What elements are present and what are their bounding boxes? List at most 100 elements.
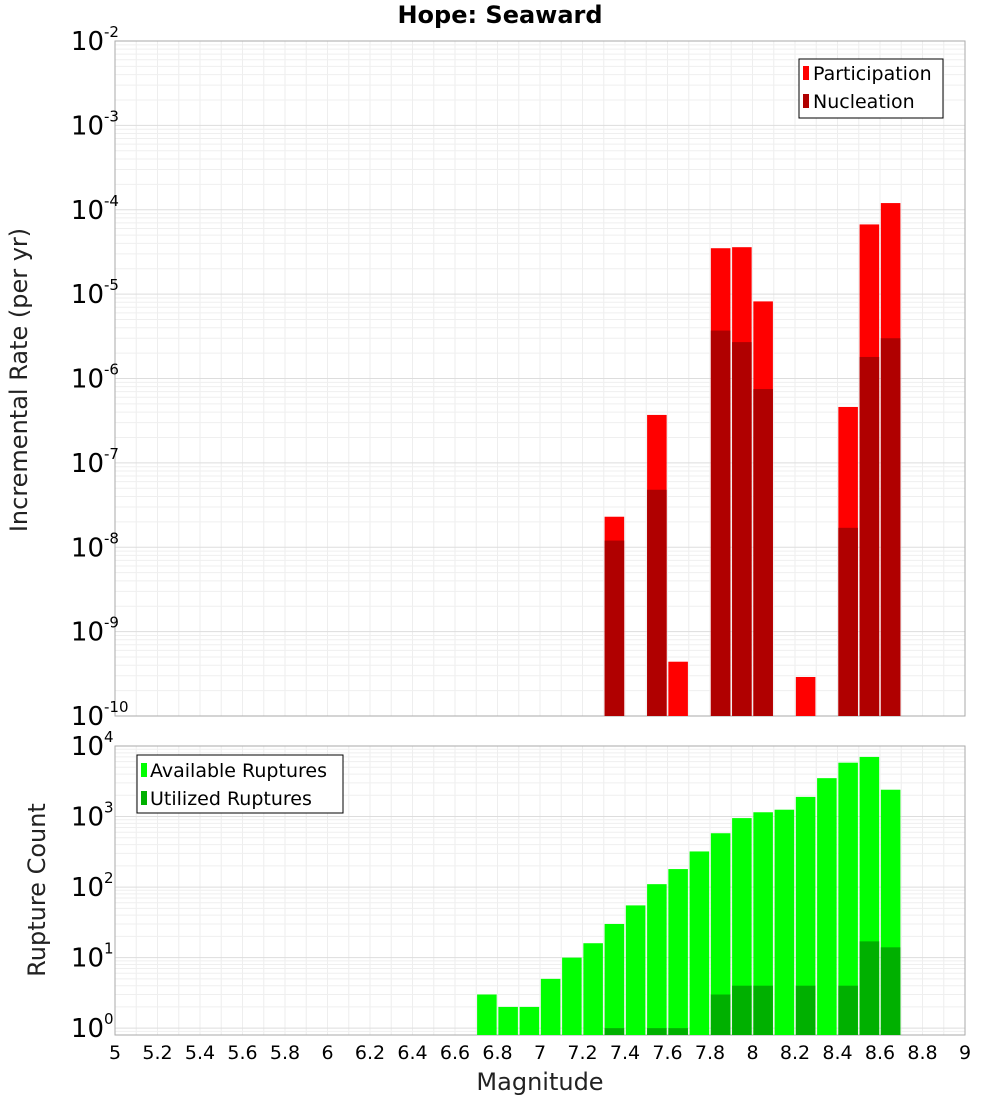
x-tick-label: 5 [109,1042,121,1064]
bottom-available-ruptures-bar [519,1006,540,1035]
y-tick-exponent: 1 [104,940,114,958]
x-tick-label: 8.8 [907,1042,937,1064]
y-tick-exponent: -5 [104,276,119,294]
y-tick-label: 10 [71,196,104,226]
top-nucleation-bar [647,489,667,716]
top-legend-box [798,58,944,119]
y-tick-label: 10 [71,1014,104,1044]
top-legend: Participation Nucleation [798,58,944,119]
bottom-utilized-ruptures-bar [668,1028,688,1035]
y-tick-label: 10 [71,27,104,57]
legend-swatch-nucleation [803,94,809,108]
bottom-legend: Available Ruptures Utilized Ruptures [136,754,344,814]
x-axis-label: Magnitude [476,1068,603,1096]
bottom-available-ruptures-bar [562,957,582,1035]
y-tick-exponent: 4 [104,728,114,746]
bottom-available-ruptures-bar [817,778,837,1035]
bottom-plot-area [114,745,966,1036]
bottom-available-ruptures-bar [477,994,497,1035]
bottom-available-ruptures-bar [774,809,795,1035]
y-tick-exponent: -3 [104,107,119,125]
y-tick-exponent: -4 [104,192,119,210]
top-y-tick-labels: 10-210-310-410-510-610-710-810-910-10 [71,23,129,732]
x-tick-label: 7 [534,1042,546,1064]
x-tick-labels: 5 5.2 5.4 5.6 5.8 6 6.2 6.4 6.6 6.8 7 7.2 7.4 7.6 7.8 8… [109,1042,971,1064]
bottom-plot-gridlines [114,746,966,1036]
top-plot-area [114,40,966,717]
x-tick-label: 6.6 [440,1042,470,1064]
x-tick-label: 5.4 [185,1042,215,1064]
x-tick-label: 6.2 [355,1042,385,1064]
bottom-available-ruptures-bar [732,818,752,1035]
bottom-available-ruptures-bar [689,851,710,1035]
bottom-available-ruptures-bar [647,884,667,1035]
x-tick-label: 7.2 [567,1042,597,1064]
bottom-utilized-ruptures-bar [753,985,773,1035]
bottom-available-ruptures-bar [753,812,773,1035]
y-tick-label: 10 [71,533,104,563]
y-tick-exponent: -2 [104,23,119,41]
bottom-available-ruptures-bar [540,978,561,1035]
bottom-available-ruptures-bar [710,833,731,1035]
x-tick-label: 8.4 [822,1042,852,1064]
bottom-available-ruptures-bar [795,796,816,1035]
bottom-utilized-ruptures-bar [859,941,880,1035]
x-tick-label: 6.8 [482,1042,512,1064]
legend-label-participation: Participation [813,63,932,85]
bottom-plot-bars [477,756,901,1035]
y-tick-label: 10 [71,944,104,974]
bottom-available-ruptures-bar [604,923,625,1035]
y-tick-label: 10 [71,803,104,833]
top-nucleation-bar [859,356,880,716]
bottom-utilized-ruptures-bar [880,947,901,1035]
top-nucleation-bar [604,540,625,716]
top-plot-gridlines [114,41,966,717]
legend-label-available-ruptures: Available Ruptures [150,760,327,782]
x-tick-label: 5.8 [270,1042,300,1064]
bottom-legend-box [136,754,344,814]
bottom-utilized-ruptures-bar [710,994,731,1035]
bottom-utilized-ruptures-bar [838,985,858,1035]
top-nucleation-bar [838,527,858,716]
y-tick-exponent: -9 [104,614,119,632]
y-tick-label: 10 [71,111,104,141]
x-tick-label: 6.4 [397,1042,427,1064]
x-tick-label: 8 [746,1042,758,1064]
y-tick-label: 10 [71,618,104,648]
top-nucleation-bar [710,330,731,716]
x-tick-label: 7.8 [695,1042,725,1064]
bottom-available-ruptures-bar [498,1006,518,1035]
legend-swatch-utilized-ruptures [141,791,147,805]
y-tick-label: 10 [71,280,104,310]
y-tick-label: 10 [71,449,104,479]
x-tick-label: 5.2 [142,1042,172,1064]
y-tick-exponent: -8 [104,529,119,547]
y-tick-exponent: 0 [104,1010,114,1028]
x-tick-label: 5.6 [227,1042,257,1064]
y-tick-label: 10 [71,732,104,762]
top-nucleation-bar [732,342,752,716]
top-nucleation-bar [880,338,901,716]
bottom-available-ruptures-bar [668,869,688,1035]
bottom-available-ruptures-bar [583,943,603,1035]
y-tick-exponent: 3 [104,799,114,817]
top-participation-bar [795,676,816,716]
bottom-utilized-ruptures-bar [647,1028,667,1035]
legend-label-utilized-ruptures: Utilized Ruptures [150,788,312,810]
y-tick-exponent: -7 [104,445,119,463]
legend-swatch-available-ruptures [141,763,147,777]
top-plot-bars [604,203,901,717]
bottom-utilized-ruptures-bar [795,985,816,1035]
x-tick-label: 7.6 [652,1042,682,1064]
y-tick-label: 10 [71,365,104,395]
bottom-utilized-ruptures-bar [604,1028,625,1035]
y-tick-exponent: -10 [104,698,129,716]
x-tick-label: 8.6 [865,1042,895,1064]
chart-title: Hope: Seaward [397,1,602,29]
bottom-available-ruptures-bar [838,762,858,1035]
legend-swatch-participation [803,66,809,80]
y-tick-label: 10 [71,873,104,903]
y-tick-exponent: 2 [104,869,114,887]
